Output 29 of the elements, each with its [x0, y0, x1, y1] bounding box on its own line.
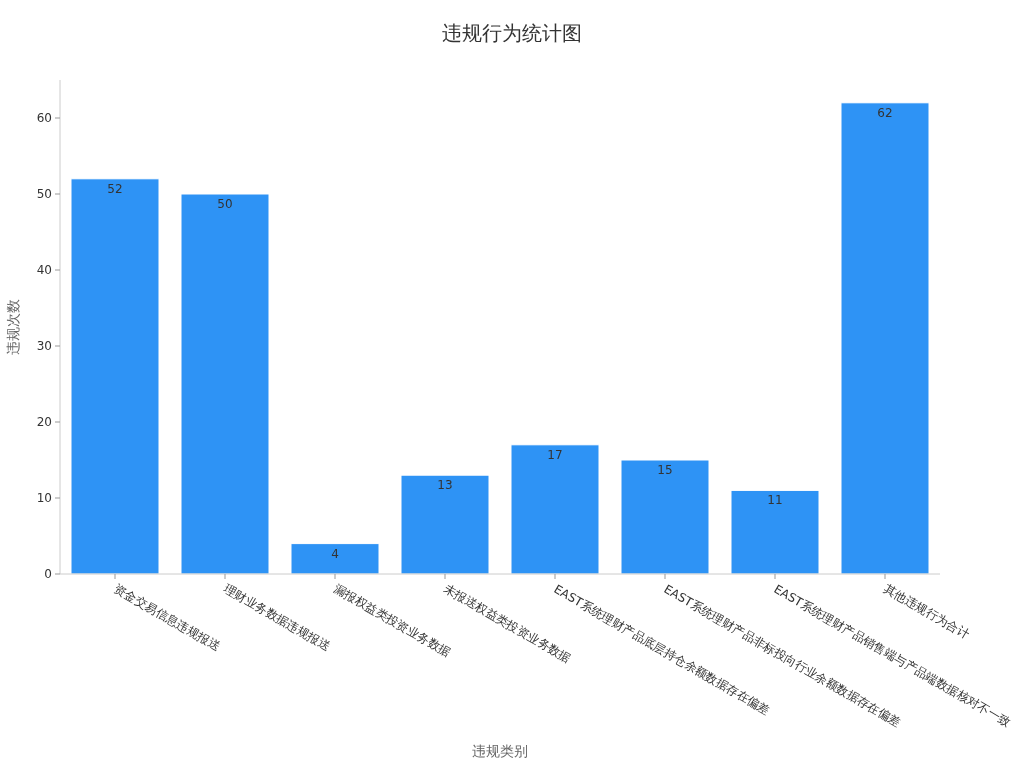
y-tick-label: 60: [36, 111, 52, 125]
y-axis-title: 违规次数: [5, 299, 21, 355]
bar: [840, 102, 930, 575]
bar: [510, 444, 600, 575]
y-tick-label: 50: [36, 187, 52, 201]
y-tick-label: 20: [36, 415, 52, 429]
data-label: 62: [877, 105, 893, 120]
bar: [180, 193, 270, 575]
x-tick-label: 资金交易信息违规报送: [111, 581, 223, 655]
bar: [290, 543, 380, 575]
y-tick-label: 40: [36, 263, 52, 277]
bar: [70, 178, 160, 575]
x-tick-label: 其他违规行为合计: [881, 581, 972, 643]
data-label: 4: [331, 546, 339, 561]
data-label: 17: [547, 447, 563, 462]
bar: [400, 474, 490, 575]
y-tick-label: 30: [36, 339, 52, 353]
bar: [730, 489, 820, 575]
data-label: 52: [107, 181, 123, 196]
y-tick-label: 0: [44, 567, 52, 581]
data-label: 15: [657, 463, 673, 477]
data-label: 11: [767, 493, 783, 508]
y-tick-label: 10: [36, 491, 52, 505]
x-axis-title: 违规类别: [472, 743, 528, 759]
x-tick-label: 理财业务数据违规报送: [221, 581, 333, 655]
data-label: 13: [437, 478, 453, 493]
chart-title: 违规行为统计图: [442, 21, 582, 45]
data-label: 50: [217, 197, 233, 211]
bar: [620, 459, 710, 575]
